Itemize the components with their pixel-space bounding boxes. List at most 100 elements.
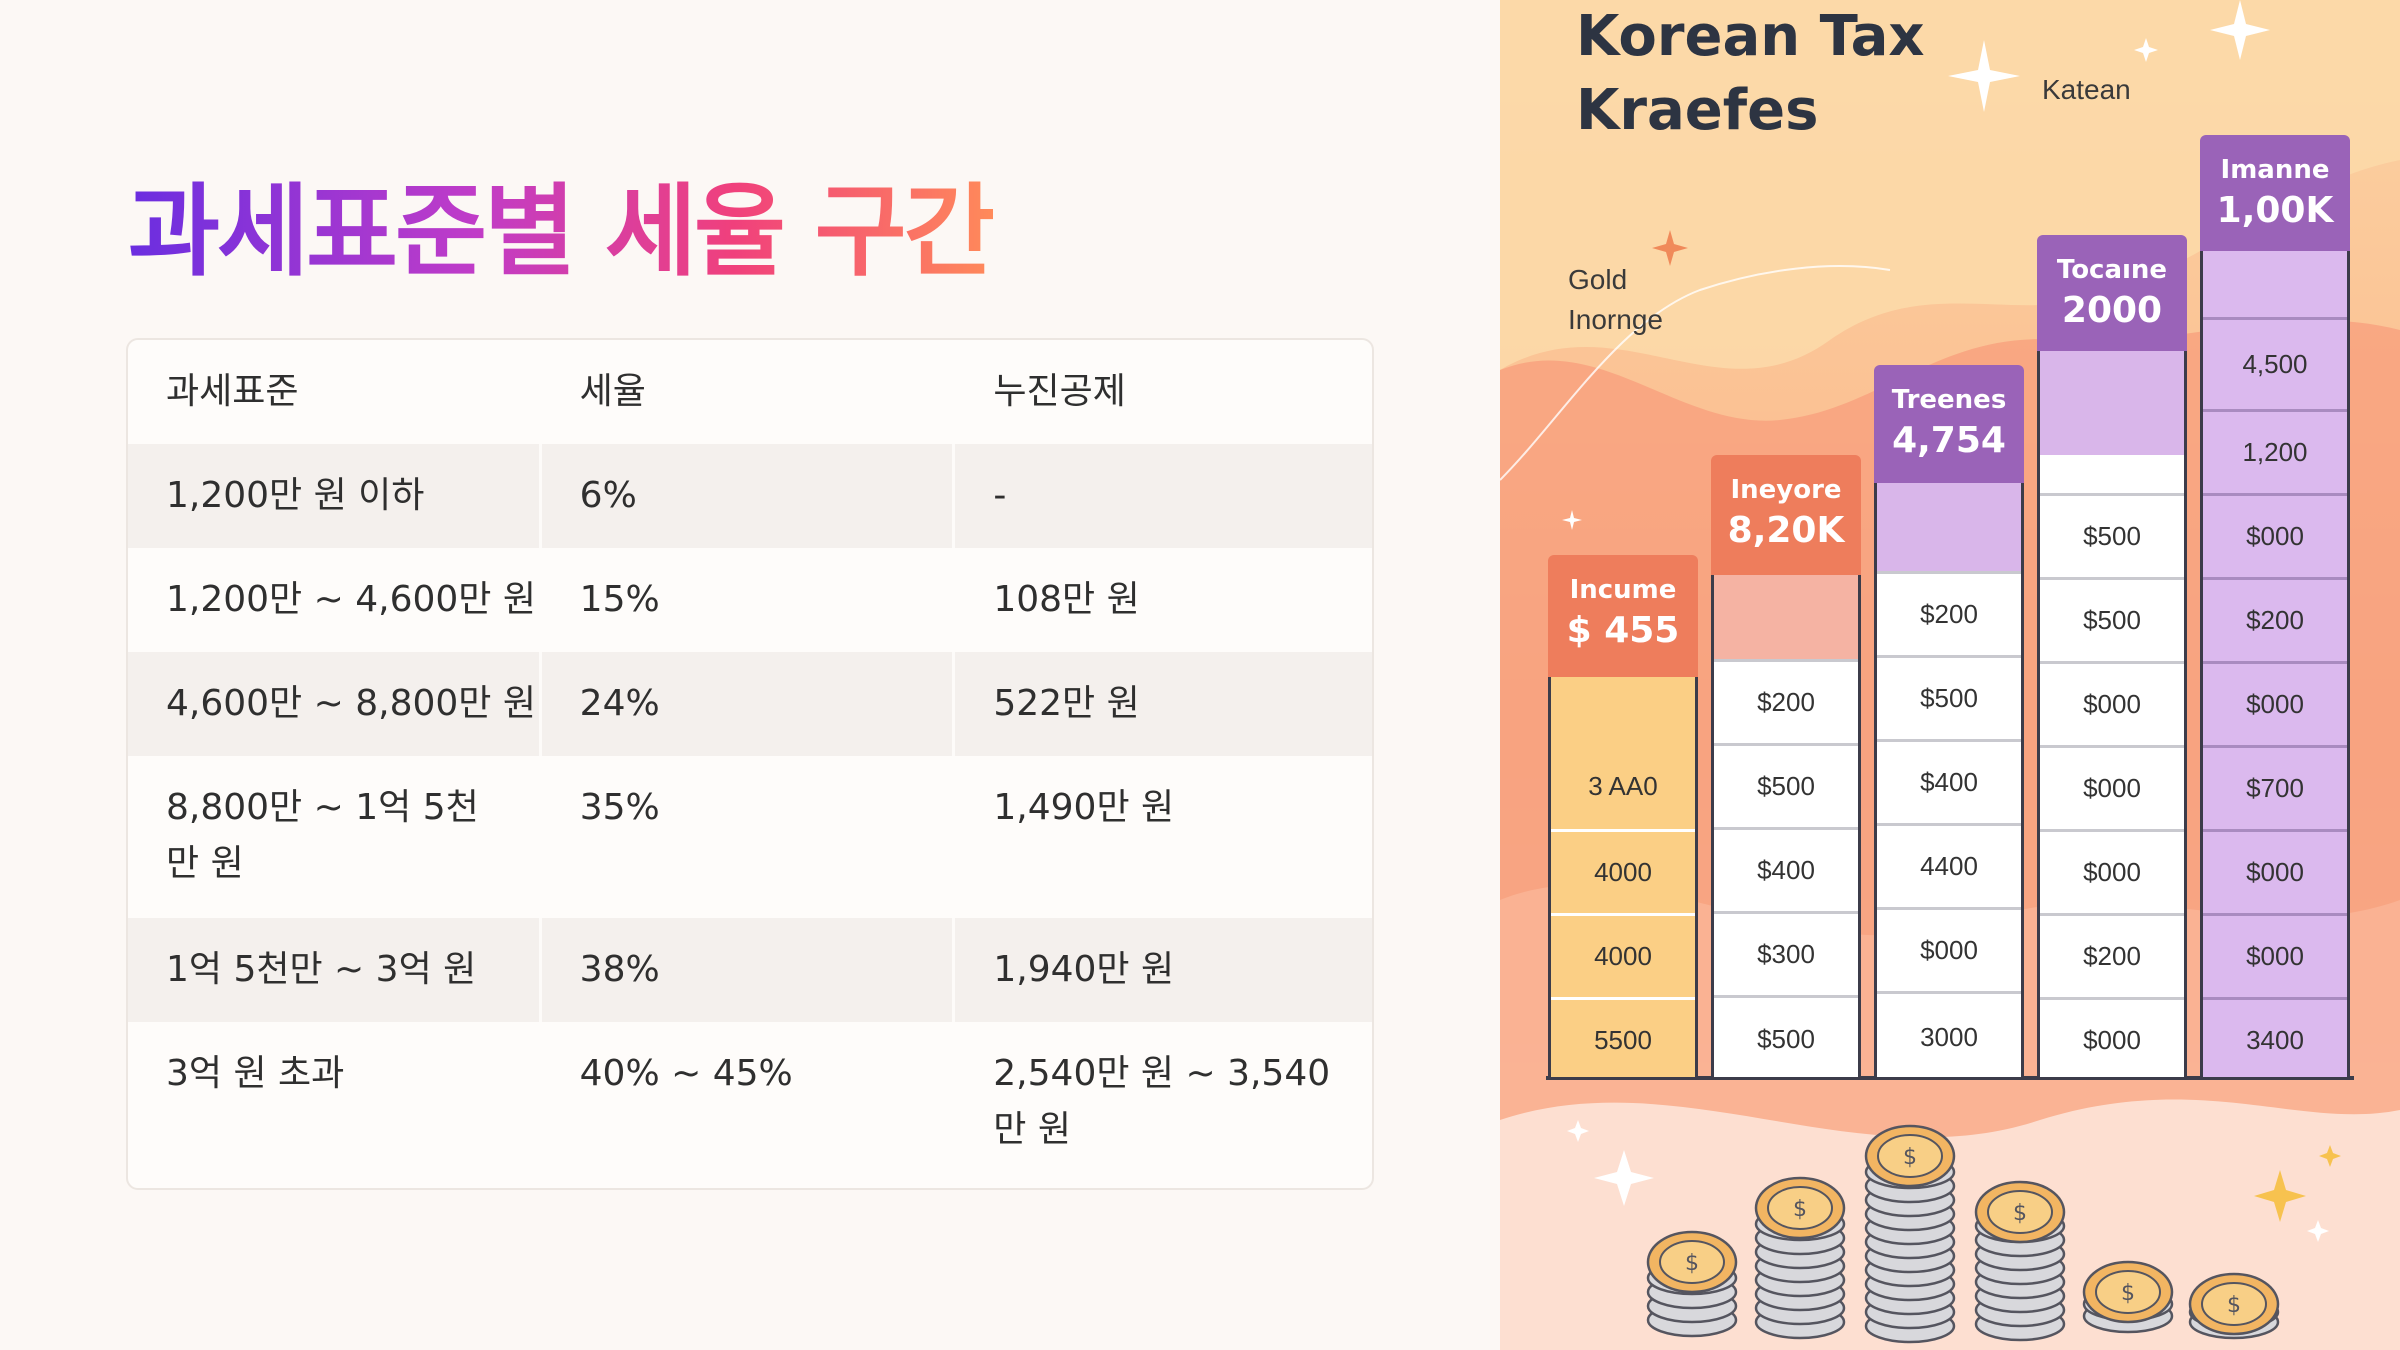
cell-tax-rate: 40% ~ 45% [579,1053,793,1094]
sparkle-icon [2319,1145,2341,1167]
sparkle-icon [1652,230,1688,266]
bar-value: 8,20K [1727,510,1845,551]
label-left: Gold Inornge [1568,260,1663,340]
cell-tax-rate: 24% [542,652,956,756]
illustration-title: Korean Tax Kraefes [1576,0,1925,148]
bar-value: 4,754 [1892,420,2006,461]
bar-cell: $200 [1877,571,2021,655]
bar-header: Imanne 1,00K [2200,135,2350,251]
cell-tax-base: 1,200만 ~ 4,600만 원 [166,579,536,620]
label-left-line1: Gold [1568,264,1628,295]
header-deduction: 누진공제 [993,371,1126,412]
bar-cell: $000 [2203,493,2347,577]
bar-cell: $000 [2203,829,2347,913]
sparkle-icon [2254,1170,2306,1222]
bar-cell: 4,500 [2203,317,2347,409]
bar-column: Imanne 1,00K 4,500 1,200 $000 $200 $000 … [2200,135,2350,1080]
cell-deduction: 1,940만 원 [993,949,1175,990]
bar-cell: 4000 [1551,913,1695,997]
coin-stacks: $ [1646,1124,2280,1344]
cell-deduction: 522만 원 [993,683,1140,724]
bar-value: 1,00K [2216,190,2334,231]
illustration-title-line2: Kraefes [1576,78,1819,143]
bar-column: Incume $ 455 3 AA0 4000 4000 5500 [1548,555,1698,1080]
bar-cell: $200 [1714,659,1858,743]
bar-cell: $000 [2040,745,2184,829]
bar-cell: $000 [2040,829,2184,913]
bar-column: Ineyore 8,20K $200 $500 $400 $300 $500 [1711,455,1861,1080]
cell-deduction: 1,490만 원 [993,787,1175,828]
cell-tax-base: 1,200만 원 이하 [128,444,542,548]
bar-cell: 3400 [2203,997,2347,1080]
header-tax-base: 과세표준 [166,371,299,412]
bar-label: Imanne [2220,155,2330,185]
sparkle-icon [1567,1120,1589,1142]
cell-tax-base: 8,800만 ~ 1억 5천만 원 [166,787,479,884]
bar-cell: $000 [2040,997,2184,1080]
bar-cell: $400 [1877,739,2021,823]
bar-column: Tocaıne 2000 $500 $500 $000 $000 $000 $2… [2037,235,2187,1080]
cell-tax-base: 4,600만 ~ 8,800만 원 [128,652,542,756]
bar-header: Treenes 4,754 [1874,365,2024,483]
bar-cell: 5500 [1551,997,1695,1080]
bar-cell: $000 [1877,907,2021,991]
cell-tax-rate: 6% [542,444,956,548]
cell-tax-rate: 35% [579,787,660,828]
page-title: 과세표준별 세율 구간 [128,150,996,295]
table-row: 1,200만 ~ 4,600만 원 15% 108만 원 [128,548,1372,652]
cell-deduction: 2,540만 원 ~ 3,540만 원 [993,1053,1331,1150]
tax-illustration: Korean Tax Kraefes Katean Gold Inornge I… [1500,0,2400,1350]
coin-stack-icon [1974,1180,2066,1342]
bar-cell: $400 [1714,827,1858,911]
bar-cell: $500 [1877,655,2021,739]
label-left-line2: Inornge [1568,304,1663,335]
coin-stack-icon [1864,1124,1956,1344]
cell-tax-rate: 15% [579,579,660,620]
coin-stack-icon [1754,1176,1846,1340]
bar-value: 2000 [2061,290,2163,331]
sparkle-icon [1594,1150,1654,1206]
bar-cell [1877,483,2021,571]
bar-cell: $200 [2040,913,2184,997]
bar-label: Incume [1569,575,1677,605]
bar-label: Treenes [1891,385,2007,415]
bar-cell: $500 [1714,743,1858,827]
bar-value: $ 455 [1566,610,1680,651]
sparkle-icon [1562,510,1582,530]
bar-cell: $200 [2203,577,2347,661]
bar-header: Ineyore 8,20K [1711,455,1861,575]
table-row: 8,800만 ~ 1억 5천만 원 35% 1,490만 원 [128,756,1372,918]
bar-cell: 3000 [1877,991,2021,1080]
bar-header: Tocaıne 2000 [2037,235,2187,351]
bar-cell: $000 [2040,661,2184,745]
cell-tax-base: 3억 원 초과 [166,1053,345,1094]
illustration-title-line1: Korean Tax [1576,4,1925,69]
cell-deduction: - [993,475,1007,516]
bar-label: Ineyore [1730,475,1842,505]
bar-cell: 3 AA0 [1588,770,1658,801]
sparkle-icon [1948,40,2020,112]
bar-label: Tocaıne [2056,255,2168,285]
header-tax-rate: 세율 [579,371,646,412]
bar-cell: $700 [2203,745,2347,829]
sparkle-icon [2307,1220,2329,1242]
tax-bracket-table: 과세표준 세율 누진공제 1,200만 원 이하 6% - 1,200만 ~ 4… [126,338,1374,1190]
coin-stack-icon [2188,1272,2280,1340]
sparkle-icon [2210,0,2270,60]
table-row: 1억 5천만 ~ 3억 원 38% 1,940만 원 [128,918,1372,1022]
bar-cell [2040,351,2184,455]
bar-header: Incume $ 455 [1548,555,1698,677]
bar-cell: $000 [2203,661,2347,745]
sparkle-icon [2134,38,2158,62]
cell-deduction: 108만 원 [993,579,1140,620]
bar-cell: $500 [2040,577,2184,661]
cell-tax-rate: 38% [542,918,956,1022]
bar-cell: $300 [1714,911,1858,995]
bar-cell: $000 [2203,913,2347,997]
label-top: Katean [2042,74,2131,105]
bar-cell: 4400 [1877,823,2021,907]
bar-column: Treenes 4,754 $200 $500 $400 4400 $000 3… [1874,365,2024,1080]
bar-cell: 4000 [1551,829,1695,913]
coin-stack-icon [2082,1260,2174,1334]
cell-tax-base: 1억 5천만 ~ 3억 원 [128,918,542,1022]
